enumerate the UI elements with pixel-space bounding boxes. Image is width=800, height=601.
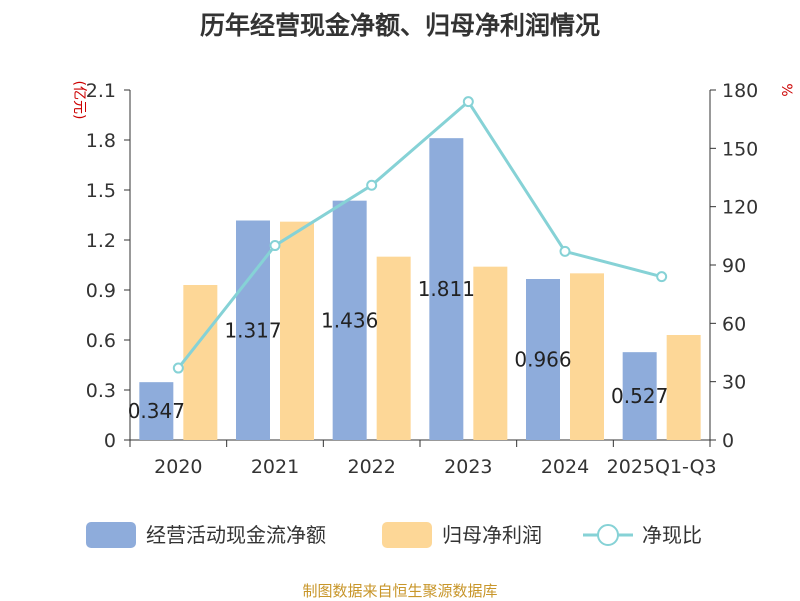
x-axis-tick-label: 2024 [541, 456, 589, 478]
ratio-marker [462, 96, 474, 108]
x-axis-tick-label: 2022 [347, 456, 395, 478]
right-axis-tick-label: 0 [722, 430, 734, 452]
x-axis-tick-label: 2023 [444, 456, 492, 478]
right-axis-tick-label: 30 [722, 372, 746, 394]
ratio-marker [172, 362, 184, 374]
right-axis-tick-label: 90 [722, 255, 746, 277]
data-label-cash-flow: 1.436 [321, 308, 378, 332]
data-labels: 0.347 1.317 1.436 1.811 0.966 0.527 [128, 277, 669, 423]
right-axis-tick-label: 60 [722, 313, 746, 335]
bar-cash-flow [139, 382, 174, 440]
bar-cash-flow [429, 138, 464, 440]
data-label-cash-flow: 0.966 [514, 348, 571, 372]
data-label-cash-flow: 1.811 [418, 277, 475, 301]
legend-swatch-net-profit [382, 522, 432, 548]
data-label-cash-flow: 1.317 [224, 318, 281, 342]
legend: 经营活动现金流净额 归母净利润 净现比 [86, 522, 702, 548]
x-axis-tick-label: 2021 [251, 456, 299, 478]
bars [139, 138, 701, 440]
bar-net-profit [376, 256, 411, 440]
left-axis-tick-label: 0.3 [86, 380, 116, 402]
bar-net-profit [666, 335, 701, 440]
chart-title: 历年经营现金净额、归母净利润情况 [199, 11, 600, 40]
ratio-polyline [177, 99, 663, 369]
left-axis-tick-label: 0.6 [86, 330, 116, 352]
left-axis-unit: (亿元) [71, 81, 87, 120]
x-axis-tick-label: 2020 [154, 456, 202, 478]
ratio-line [172, 96, 668, 374]
legend-swatch-ratio-marker [597, 524, 619, 546]
bar-net-profit [183, 285, 218, 440]
left-axis-tick-label: 0.9 [86, 280, 116, 302]
right-axis-tick-label: 120 [722, 197, 758, 219]
bar-net-profit [280, 221, 314, 440]
x-axis-tick-label: 2025Q1-Q3 [607, 456, 717, 478]
legend-label-ratio: 净现比 [642, 523, 702, 547]
right-axis-tick-label: 180 [722, 80, 758, 102]
ratio-marker [366, 179, 378, 191]
bar-cash-flow [622, 352, 657, 440]
left-axis-tick-label: 1.8 [86, 130, 116, 152]
bar-cash-flow [526, 279, 560, 440]
axes: 0 0.3 0.6 0.9 1.2 1.5 1.8 2.1 0 30 60 90 120 150 180 20… [86, 80, 758, 478]
data-label-cash-flow: 0.347 [128, 399, 185, 423]
ratio-marker [269, 240, 281, 252]
left-axis-tick-label: 1.5 [86, 180, 116, 202]
bar-net-profit [570, 273, 604, 440]
bar-net-profit [473, 266, 508, 440]
right-axis-tick-label: 150 [722, 138, 758, 160]
left-axis-tick-label: 0 [104, 430, 116, 452]
source-note: 制图数据来自恒生聚源数据库 [302, 582, 498, 600]
left-axis-tick-label: 2.1 [86, 80, 116, 102]
ratio-marker [656, 271, 668, 283]
legend-label-cash-flow: 经营活动现金流净额 [146, 523, 326, 547]
bar-cash-flow [332, 200, 367, 440]
ratio-marker [559, 245, 571, 257]
legend-swatch-cash-flow [86, 522, 136, 548]
right-axis-unit: % [778, 83, 794, 96]
left-axis-tick-label: 1.2 [86, 230, 116, 252]
data-label-cash-flow: 0.527 [611, 384, 668, 408]
legend-label-net-profit: 归母净利润 [442, 523, 542, 547]
